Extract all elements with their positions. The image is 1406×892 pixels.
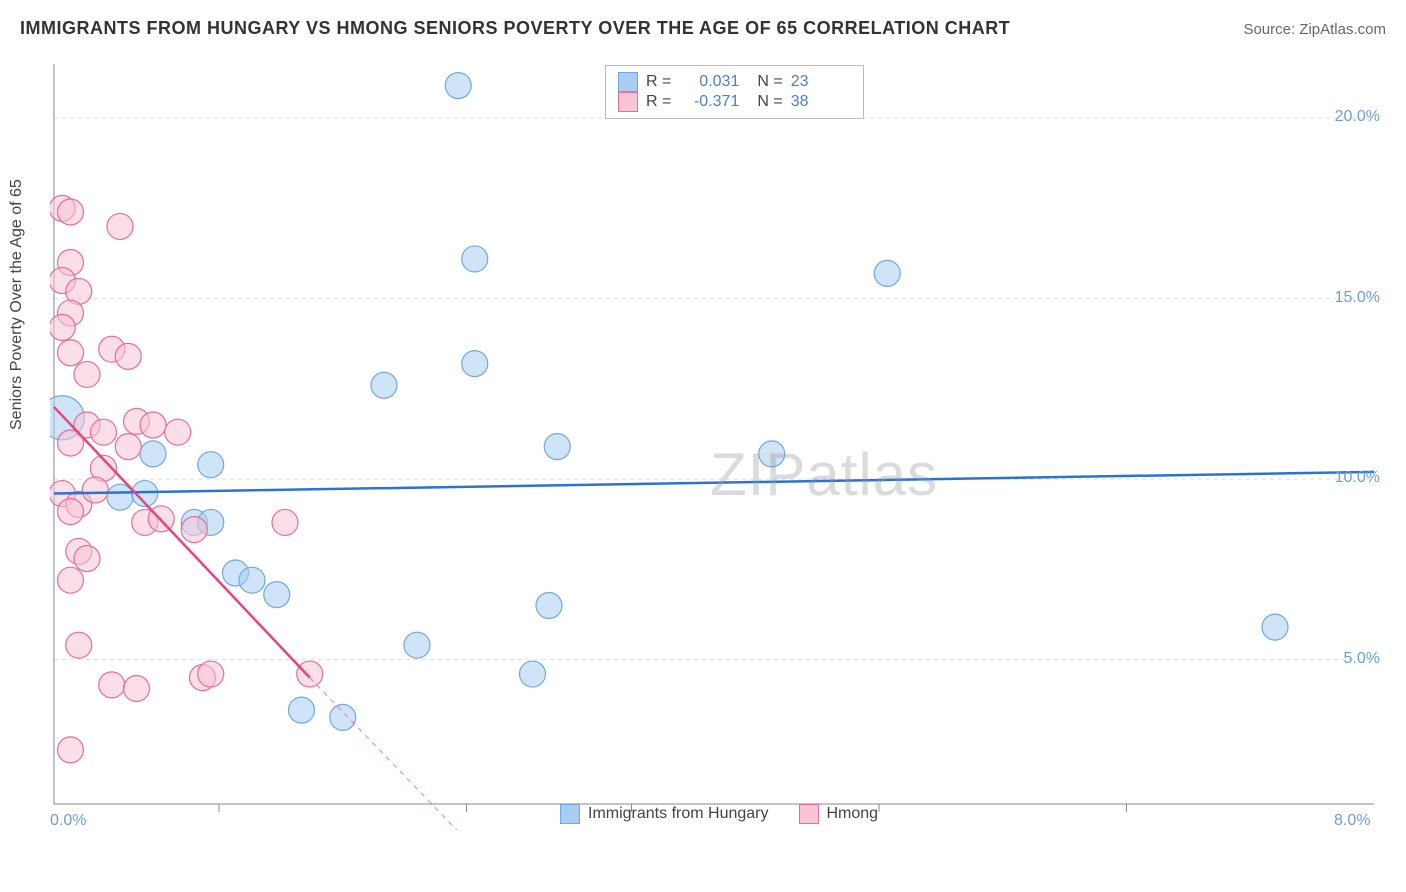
legend-n-label: N =	[757, 73, 782, 91]
correlation-legend: R = 0.031 N = 23 R = -0.371 N = 38	[605, 65, 864, 119]
legend-swatch	[618, 72, 638, 92]
data-point	[58, 499, 84, 525]
data-point	[140, 441, 166, 467]
data-point	[759, 441, 785, 467]
chart-title: IMMIGRANTS FROM HUNGARY VS HMONG SENIORS…	[20, 18, 1010, 39]
series-legend: Immigrants from Hungary Hmong	[560, 804, 878, 824]
chart-area: ZIPatlas R =0.031N =23R =-0.371N =38 Imm…	[50, 60, 1390, 830]
data-point	[536, 592, 562, 618]
data-point	[264, 582, 290, 608]
data-point	[462, 246, 488, 272]
legend-r-label: R =	[646, 93, 671, 111]
data-point	[58, 567, 84, 593]
data-point	[58, 737, 84, 763]
data-point	[330, 704, 356, 730]
data-point	[1262, 614, 1288, 640]
data-point	[520, 661, 546, 687]
data-point	[544, 434, 570, 460]
y-tick-label: 5.0%	[1344, 650, 1380, 668]
data-point	[58, 199, 84, 225]
legend-series-label: Hmong	[827, 805, 879, 823]
data-point	[82, 477, 108, 503]
trend-line	[54, 407, 310, 678]
legend-correlation-row: R = -0.371 N = 38	[618, 92, 851, 112]
legend-n-value: 23	[791, 73, 851, 91]
x-tick-label: 8.0%	[1334, 812, 1370, 830]
data-point	[115, 434, 141, 460]
data-point	[140, 412, 166, 438]
legend-series-label: Immigrants from Hungary	[588, 805, 769, 823]
y-axis-label: Seniors Poverty Over the Age of 65	[8, 179, 26, 430]
data-point	[99, 672, 125, 698]
legend-r-label: R =	[646, 73, 671, 91]
data-point	[297, 661, 323, 687]
legend-series-item: Hmong	[799, 804, 879, 824]
data-point	[66, 632, 92, 658]
legend-n-value: 38	[791, 93, 851, 111]
data-point	[74, 361, 100, 387]
x-tick-label: 0.0%	[50, 812, 86, 830]
data-point	[50, 315, 75, 341]
data-point	[124, 675, 150, 701]
data-point	[371, 372, 397, 398]
legend-r-value: 0.031	[679, 73, 739, 91]
legend-r-value: -0.371	[679, 93, 739, 111]
data-point	[198, 661, 224, 687]
data-point	[462, 351, 488, 377]
legend-correlation-row: R = 0.031 N = 23	[618, 72, 851, 92]
trend-line-extrapolation	[310, 678, 467, 830]
data-point	[74, 546, 100, 572]
chart-source: Source: ZipAtlas.com	[1243, 21, 1386, 38]
data-point	[115, 343, 141, 369]
data-point	[181, 517, 207, 543]
y-tick-label: 10.0%	[1335, 469, 1380, 487]
chart-header: IMMIGRANTS FROM HUNGARY VS HMONG SENIORS…	[20, 18, 1386, 39]
y-tick-label: 15.0%	[1335, 289, 1380, 307]
data-point	[58, 340, 84, 366]
legend-swatch	[618, 92, 638, 112]
legend-swatch	[560, 804, 580, 824]
data-point	[198, 452, 224, 478]
legend-series-item: Immigrants from Hungary	[560, 804, 769, 824]
data-point	[272, 509, 298, 535]
y-tick-label: 20.0%	[1335, 108, 1380, 126]
trend-line	[54, 472, 1374, 494]
data-point	[874, 260, 900, 286]
legend-swatch	[799, 804, 819, 824]
data-point	[165, 419, 191, 445]
data-point	[107, 213, 133, 239]
data-point	[91, 419, 117, 445]
data-point	[445, 73, 471, 99]
data-point	[289, 697, 315, 723]
data-point	[239, 567, 265, 593]
scatter-chart-svg	[50, 60, 1390, 830]
legend-n-label: N =	[757, 93, 782, 111]
data-point	[404, 632, 430, 658]
